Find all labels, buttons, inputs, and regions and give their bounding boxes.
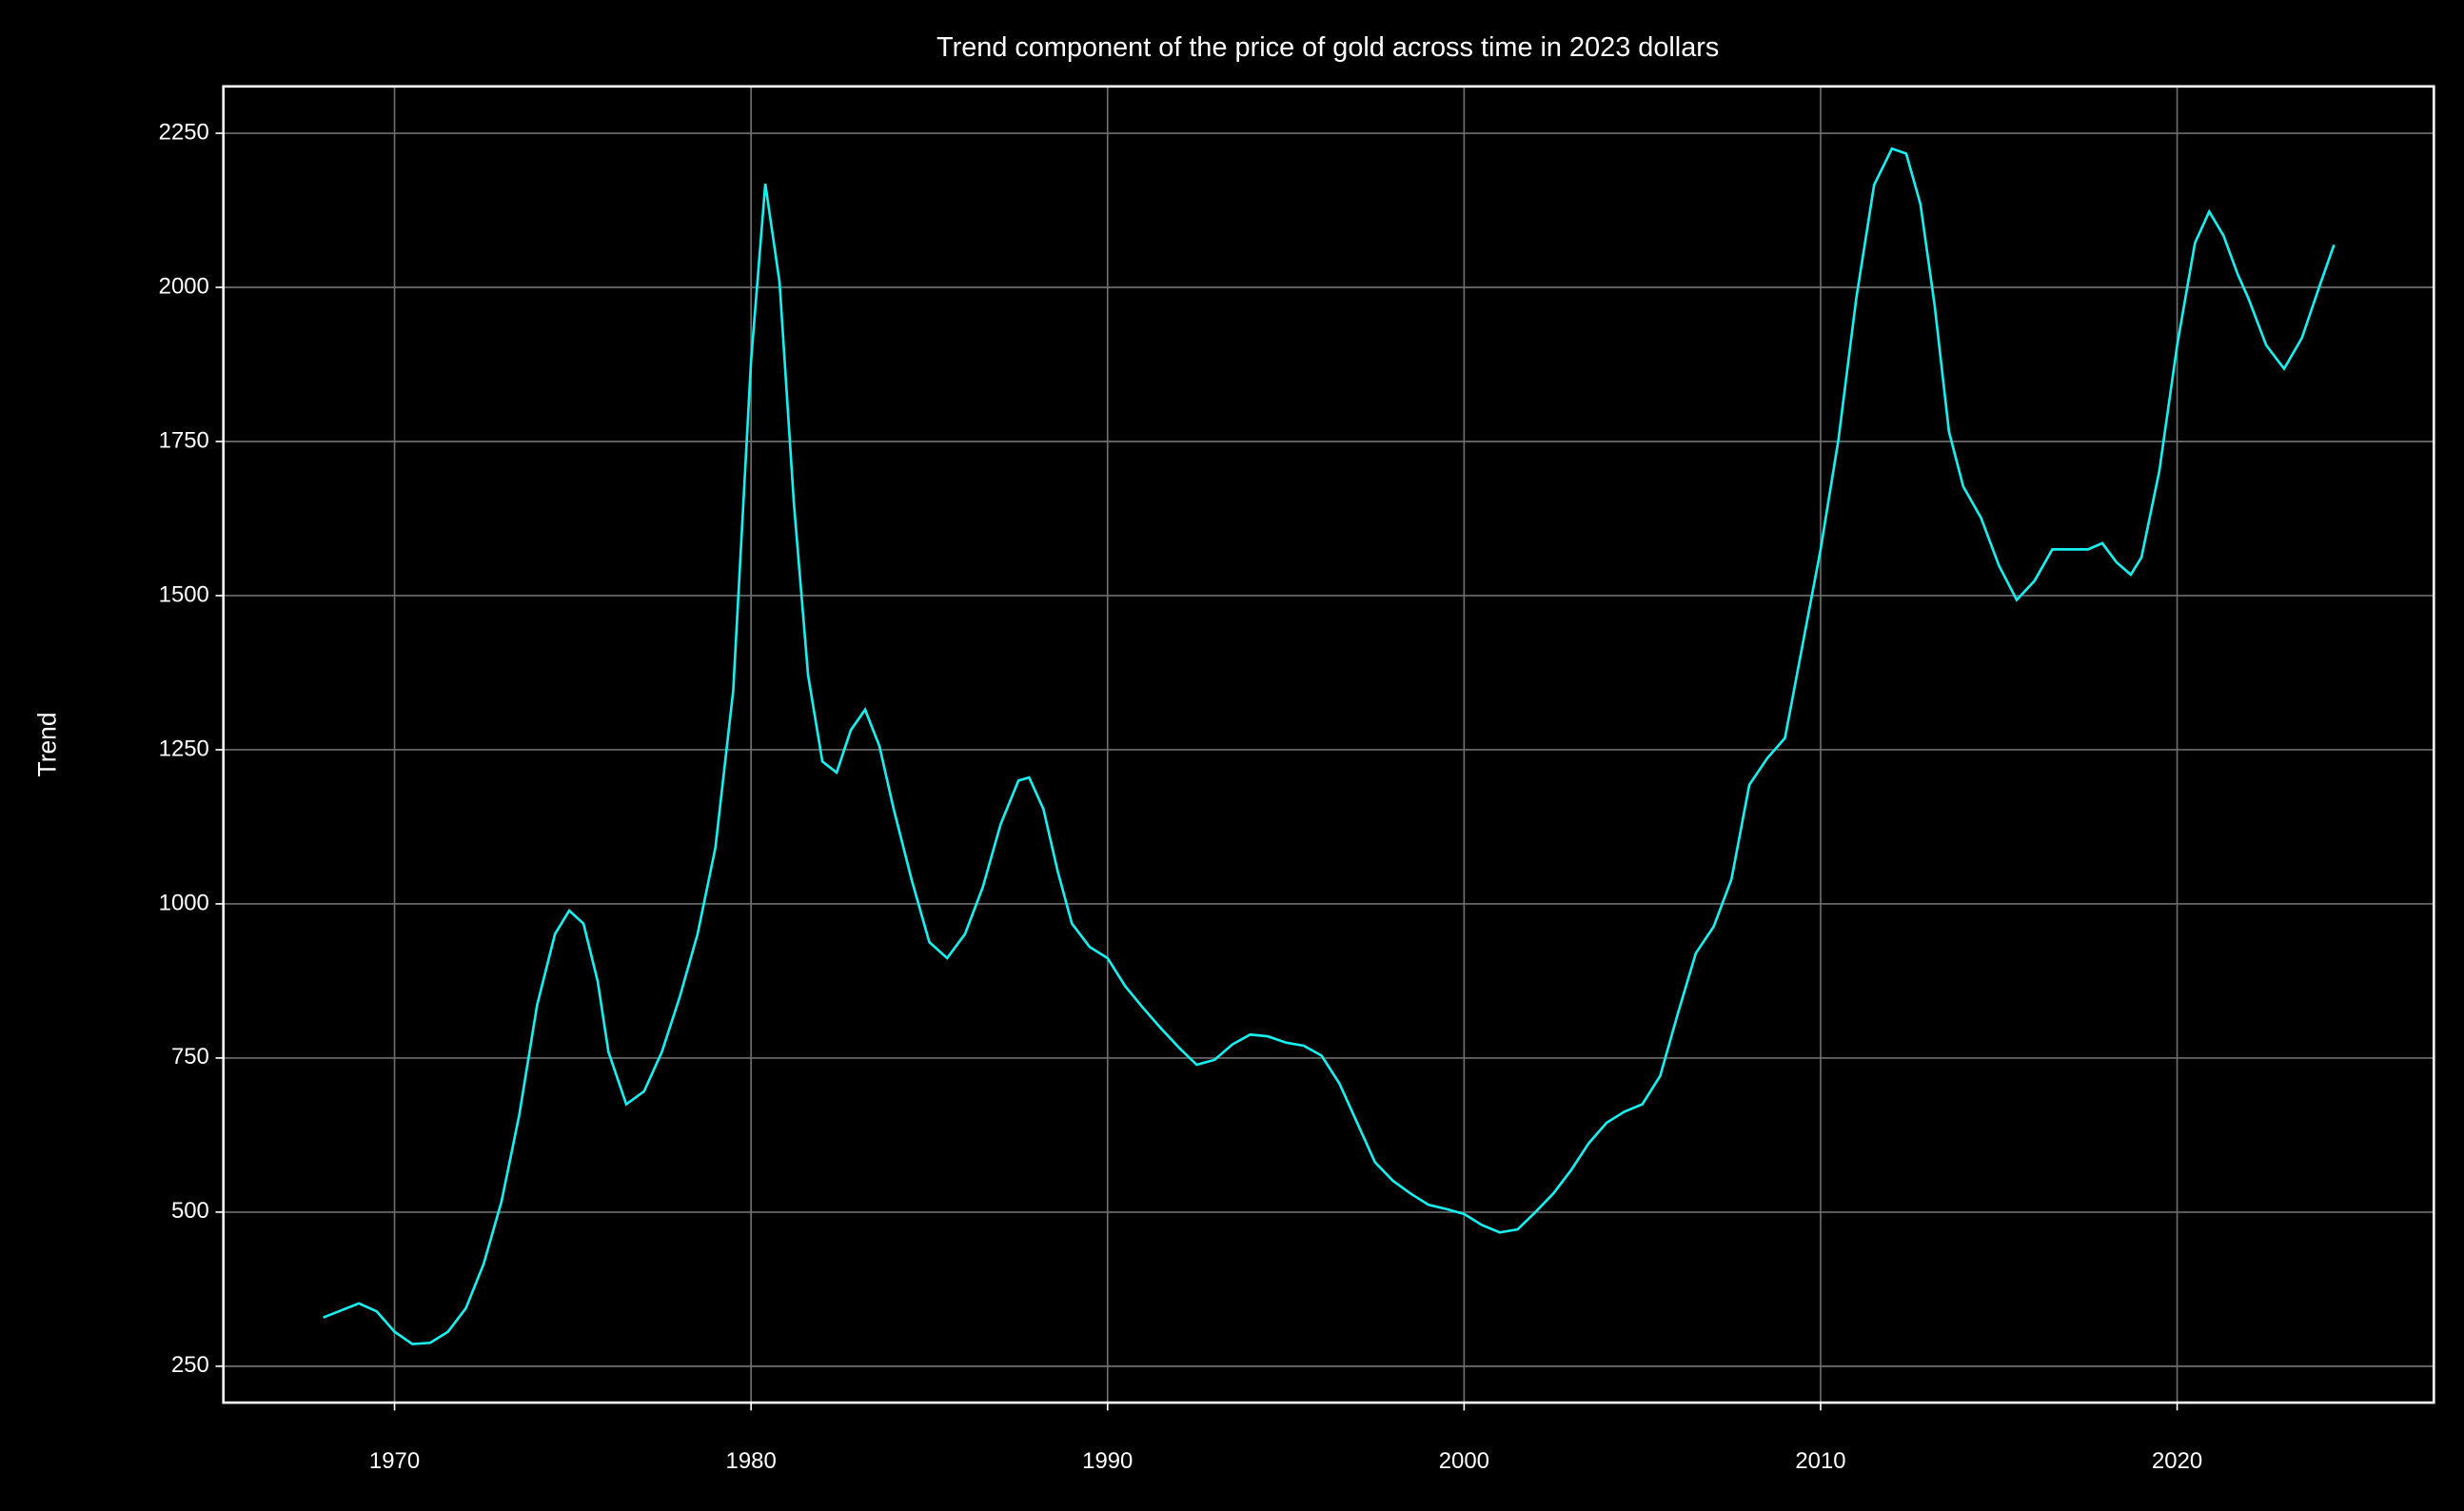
y-tick-label: 750 bbox=[171, 1044, 209, 1069]
x-tick-label: 1980 bbox=[726, 1448, 777, 1474]
y-axis-label: Trend bbox=[32, 712, 61, 776]
y-tick-label: 500 bbox=[171, 1198, 209, 1224]
x-tick-label: 2020 bbox=[2152, 1448, 2202, 1474]
y-tick-label: 2250 bbox=[159, 119, 209, 145]
x-tick-label: 1990 bbox=[1082, 1448, 1133, 1474]
plot-frame bbox=[222, 85, 2435, 1404]
x-tick-label: 1970 bbox=[369, 1448, 420, 1474]
y-tick-label: 1250 bbox=[159, 736, 209, 761]
y-tick-label: 250 bbox=[171, 1352, 209, 1378]
y-tick-label: 1750 bbox=[159, 427, 209, 453]
trend-line bbox=[323, 147, 2336, 1345]
x-tick-label: 2010 bbox=[1795, 1448, 1845, 1474]
x-tick-label: 2000 bbox=[1439, 1448, 1489, 1474]
chart-title: Trend component of the price of gold acr… bbox=[936, 32, 1719, 63]
y-tick-label: 2000 bbox=[159, 273, 209, 299]
y-tick-label: 1500 bbox=[159, 581, 209, 607]
y-tick-label: 1000 bbox=[159, 890, 209, 915]
